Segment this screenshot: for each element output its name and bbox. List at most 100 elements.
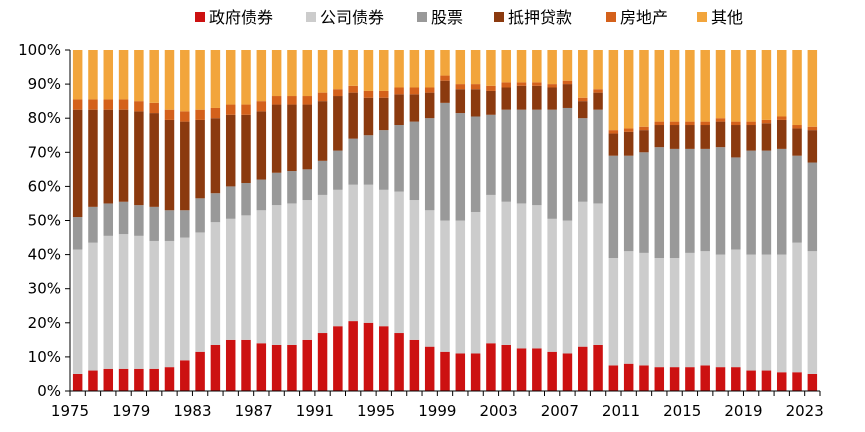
- bar-segment-2005-0: [532, 348, 542, 392]
- bar-segment-2017-5: [715, 50, 726, 119]
- bar-segment-2007-0: [562, 353, 573, 391]
- bar-segment-2013-2: [654, 147, 665, 259]
- bar-segment-2007-1: [562, 220, 573, 354]
- bar-segment-2015-5: [685, 50, 695, 122]
- bar-segment-2016-5: [700, 50, 710, 122]
- bar-segment-2002-5: [486, 50, 496, 86]
- bar-group-2001: [470, 50, 481, 391]
- bar-segment-2018-5: [731, 50, 741, 122]
- bar-segment-1996-1: [394, 191, 404, 334]
- bar-segment-1979-2: [134, 205, 144, 236]
- bar-segment-2000-5: [455, 50, 466, 85]
- bar-segment-1992-3: [333, 96, 343, 151]
- bar-segment-2011-1: [623, 251, 634, 364]
- bar-segment-1998-3: [424, 92, 435, 119]
- bar-segment-2003-1: [501, 201, 511, 345]
- bar-segment-2003-0: [501, 344, 511, 391]
- y-tick-label: 40%: [28, 246, 61, 264]
- bar-group-1995: [379, 50, 389, 391]
- bar-segment-1992-4: [333, 89, 343, 97]
- bar-segment-2020-1: [761, 254, 772, 371]
- bar-segment-2009-0: [593, 344, 603, 391]
- bar-segment-2002-0: [486, 343, 496, 391]
- bar-segment-1992-2: [333, 150, 343, 190]
- legend-label: 其他: [711, 8, 743, 27]
- bar-segment-2012-4: [639, 126, 649, 131]
- bar-segment-1986-5: [241, 50, 251, 105]
- bar-segment-2020-2: [761, 150, 772, 255]
- bar-segment-2017-1: [715, 254, 726, 368]
- bar-segment-2021-1: [776, 254, 787, 373]
- bar-segment-2004-0: [516, 348, 527, 392]
- bar-segment-2023-4: [807, 126, 818, 131]
- bar-segment-1998-5: [424, 50, 435, 88]
- bar-segment-1987-5: [256, 50, 267, 102]
- legend-swatch: [606, 12, 616, 22]
- x-axis: 1975 1979 1983 1987 1991 1995 1999 2003 2007 2011…: [51, 390, 824, 420]
- bar-segment-1981-4: [164, 109, 175, 120]
- bar-segment-1981-2: [164, 210, 175, 241]
- bar-group-1978: [118, 50, 129, 391]
- bar-segment-2005-3: [532, 85, 542, 110]
- bar-segment-2001-5: [470, 50, 481, 85]
- bar-segment-2000-0: [455, 353, 466, 391]
- legend-swatch: [195, 12, 205, 22]
- bar-segment-1977-1: [103, 235, 114, 369]
- legend-label: 公司债券: [320, 8, 384, 27]
- bar-group-1999: [440, 50, 450, 391]
- bar-segment-2011-0: [623, 363, 634, 391]
- bar-segment-1981-1: [164, 240, 175, 368]
- bar-segment-2009-1: [593, 203, 603, 345]
- bar-segment-2009-5: [593, 50, 603, 90]
- bar-segment-1990-0: [302, 339, 312, 391]
- bar-segment-2017-2: [715, 147, 726, 255]
- bar-segment-1986-2: [241, 182, 251, 216]
- bar-segment-1977-3: [103, 109, 114, 204]
- bar-segment-1980-4: [149, 102, 159, 114]
- bar-segment-2017-4: [715, 118, 726, 122]
- bar-segment-2003-4: [501, 82, 511, 88]
- bar-segment-1990-2: [302, 169, 312, 201]
- bar-segment-1981-3: [164, 119, 175, 211]
- bar-segment-1991-4: [317, 92, 328, 102]
- bar-segment-1977-4: [103, 99, 114, 110]
- bar-segment-1989-2: [287, 171, 297, 204]
- bar-segment-2000-1: [455, 220, 466, 354]
- bar-group-1980: [149, 50, 159, 391]
- bar-segment-2014-2: [669, 148, 680, 259]
- bar-segment-1999-4: [440, 75, 450, 81]
- bar-segment-1982-1: [180, 237, 190, 361]
- bar-segment-2014-3: [669, 125, 680, 149]
- legend-swatch: [494, 12, 504, 22]
- bar-segment-1987-3: [256, 111, 267, 180]
- bar-segment-1976-3: [88, 109, 98, 207]
- bar-segment-1977-2: [103, 203, 114, 236]
- bar-segment-2000-2: [455, 113, 466, 221]
- bar-segment-1982-5: [180, 50, 190, 112]
- legend-swatch: [417, 12, 427, 22]
- bar-segment-2002-4: [486, 85, 496, 91]
- x-tick-label: 2011: [602, 402, 640, 420]
- legend-swatch: [306, 12, 316, 22]
- y-tick-label: 0%: [37, 382, 61, 400]
- bar-segment-1989-5: [287, 50, 297, 97]
- bar-segment-2010-0: [608, 365, 619, 391]
- x-tick-label: 1991: [296, 402, 334, 420]
- bar-segment-2021-4: [776, 116, 787, 120]
- bar-segment-1985-5: [225, 50, 236, 105]
- bar-group-1976: [88, 50, 98, 391]
- bar-segment-1984-0: [210, 344, 221, 391]
- x-tick-label: 1975: [51, 402, 89, 420]
- bar-segment-1976-4: [88, 99, 98, 110]
- bar-segment-1975-2: [72, 217, 83, 250]
- bar-segment-1999-3: [440, 80, 450, 103]
- bar-segment-1996-4: [394, 87, 404, 95]
- bar-segment-2001-2: [470, 116, 481, 212]
- bar-group-1981: [164, 50, 175, 391]
- bar-segment-1999-2: [440, 102, 450, 221]
- bar-group-2000: [455, 50, 466, 391]
- bar-segment-1981-0: [164, 367, 175, 391]
- bar-segment-1997-3: [409, 94, 420, 122]
- bar-group-2012: [639, 50, 649, 391]
- x-tick-label: 1987: [235, 402, 273, 420]
